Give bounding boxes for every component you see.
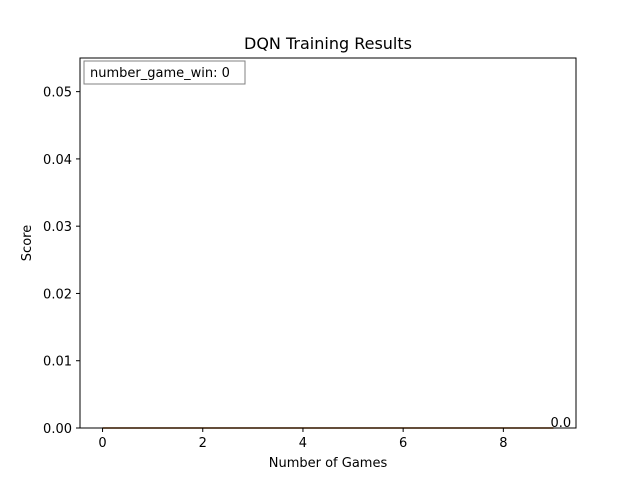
- x-tick-label: 6: [399, 436, 407, 451]
- y-tick-label: 0.02: [43, 287, 72, 302]
- end-value-label: 0.0: [550, 416, 571, 431]
- info-textbox-frame: [83, 60, 246, 85]
- plot-area-frame: [79, 57, 577, 429]
- x-tick-label: 2: [199, 436, 207, 451]
- info-textbox-text: number_game_win: 0: [90, 66, 230, 81]
- annotations-layer: 0.0: [550, 416, 571, 431]
- x-tick-label: 8: [499, 436, 507, 451]
- y-tick-label: 0.04: [43, 153, 72, 168]
- x-axis-ticks: 0 2 4 6 8: [98, 428, 507, 451]
- x-axis-label: Number of Games: [269, 456, 388, 471]
- y-tick-label: 0.01: [43, 355, 72, 370]
- info-textbox: number_game_win: 0: [83, 60, 246, 85]
- y-axis-label: Score: [20, 225, 35, 261]
- y-tick-label: 0.05: [43, 86, 72, 101]
- y-tick-label: 0.00: [43, 422, 72, 437]
- y-tick-label: 0.03: [43, 220, 72, 235]
- chart-title: DQN Training Results: [244, 34, 412, 53]
- x-tick-label: 0: [98, 436, 106, 451]
- y-axis-ticks: 0.00 0.01 0.02 0.03 0.04 0.05: [43, 86, 80, 437]
- x-tick-label: 4: [299, 436, 307, 451]
